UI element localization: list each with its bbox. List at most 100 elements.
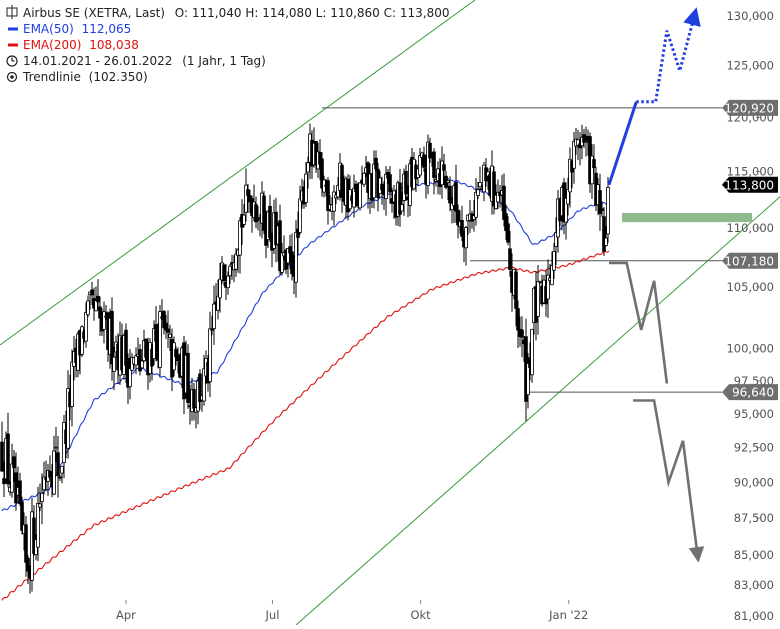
- candle-body: [428, 142, 432, 159]
- price-badge-label: 120,920: [724, 101, 774, 115]
- candle-body: [418, 155, 422, 176]
- ema50-line: [1, 179, 610, 512]
- candle-body: [592, 159, 596, 168]
- candle-body: [432, 151, 436, 178]
- price-badge-label: 113,800: [724, 178, 774, 192]
- candle-body: [476, 189, 480, 196]
- candle-body: [296, 228, 300, 238]
- candle-body: [422, 154, 426, 168]
- candle-body: [450, 202, 454, 210]
- candle-body: [554, 232, 558, 247]
- candle-body: [304, 173, 308, 203]
- candle-body: [128, 368, 132, 388]
- candle-body: [388, 174, 392, 193]
- candle-body: [208, 328, 212, 383]
- candle-body: [280, 252, 284, 273]
- candle-body: [398, 182, 402, 215]
- candle-body: [448, 185, 452, 204]
- candle-body: [164, 322, 168, 331]
- forecast-down-path-2: [633, 399, 705, 563]
- candle-body: [576, 139, 580, 146]
- candle-body: [152, 328, 156, 360]
- x-tick-label: Jan '22: [548, 608, 588, 622]
- candle-body: [162, 310, 166, 329]
- support-zone: [622, 212, 752, 223]
- trendline-icon-dot: [10, 75, 14, 79]
- candle-body: [246, 189, 250, 196]
- candle-body: [526, 363, 530, 396]
- candle-body: [226, 275, 230, 289]
- candle-body: [404, 171, 408, 195]
- candle-body: [604, 237, 608, 246]
- trendline-icon: [6, 71, 18, 83]
- ema50-group: [1, 179, 610, 512]
- candle-body: [168, 333, 172, 338]
- candle-body: [2, 478, 6, 485]
- y-tick-label: 130,000: [726, 9, 774, 23]
- candle-body: [24, 524, 28, 563]
- candle-body: [242, 214, 246, 225]
- candle-body: [306, 162, 310, 173]
- candle-body: [112, 356, 116, 372]
- candle-body: [320, 158, 324, 189]
- candle-body: [234, 253, 238, 270]
- candle-body: [18, 480, 22, 505]
- candle-body: [42, 476, 46, 491]
- candle-body: [340, 164, 344, 198]
- candle-body: [60, 465, 64, 474]
- trendline-lower: [295, 196, 780, 626]
- candle-body: [504, 213, 508, 232]
- candle-body: [442, 164, 446, 171]
- candle-body: [508, 248, 512, 270]
- candle-body: [56, 452, 60, 476]
- candle-body: [600, 208, 604, 211]
- candle-body: [238, 220, 242, 256]
- candle-body: [166, 328, 170, 333]
- candle-body: [154, 324, 158, 342]
- candle-body: [98, 306, 102, 319]
- candle-body: [502, 185, 506, 220]
- candle-body: [374, 157, 378, 170]
- candle-body: [332, 191, 336, 212]
- candle-body: [352, 187, 356, 208]
- candle-body: [582, 134, 586, 143]
- price-badge-label: 107,180: [724, 254, 774, 268]
- ema200-line: [1, 250, 610, 601]
- candle-body: [538, 280, 542, 283]
- x-tick-label: Apr: [116, 608, 136, 622]
- y-tick-label: 110,000: [726, 221, 774, 235]
- candle-body: [202, 368, 206, 402]
- candle-body: [244, 184, 248, 213]
- candle-body: [384, 173, 388, 200]
- candle-body: [210, 328, 214, 331]
- candle-body: [454, 181, 458, 212]
- support-zone-group: [622, 212, 752, 223]
- trend-channel-upper: [0, 0, 476, 346]
- candle-body: [464, 227, 468, 249]
- candle-body: [80, 326, 84, 355]
- y-tick-label: 125,000: [726, 59, 774, 73]
- forecast-up-solid: [607, 101, 638, 186]
- clock-icon: [6, 55, 18, 67]
- candle-body: [362, 172, 366, 185]
- candle-body: [48, 470, 52, 478]
- ema200-legend: EMA(200) 108,038: [23, 38, 139, 52]
- candle-body: [486, 171, 490, 177]
- price-badge: [722, 99, 778, 116]
- candle-body: [192, 389, 196, 409]
- candle-body: [496, 191, 500, 203]
- candle-body: [10, 463, 14, 493]
- candle-body: [290, 251, 294, 275]
- candle-body: [228, 265, 232, 277]
- candle-body: [278, 220, 282, 272]
- y-tick-label: 100,000: [726, 342, 774, 356]
- candle-body: [212, 303, 216, 330]
- y-axis: 130,000125,000120,000115,000110,000105,0…: [726, 9, 774, 623]
- candle-body: [158, 311, 162, 368]
- y-tick-label: 81,000: [734, 609, 774, 623]
- chart-legend: Airbus SE (XETRA, Last) O: 111,040 H: 11…: [6, 5, 449, 84]
- candle-body: [96, 295, 100, 303]
- candle-body: [358, 182, 362, 209]
- candle-body: [536, 280, 540, 317]
- candle-body: [94, 300, 98, 312]
